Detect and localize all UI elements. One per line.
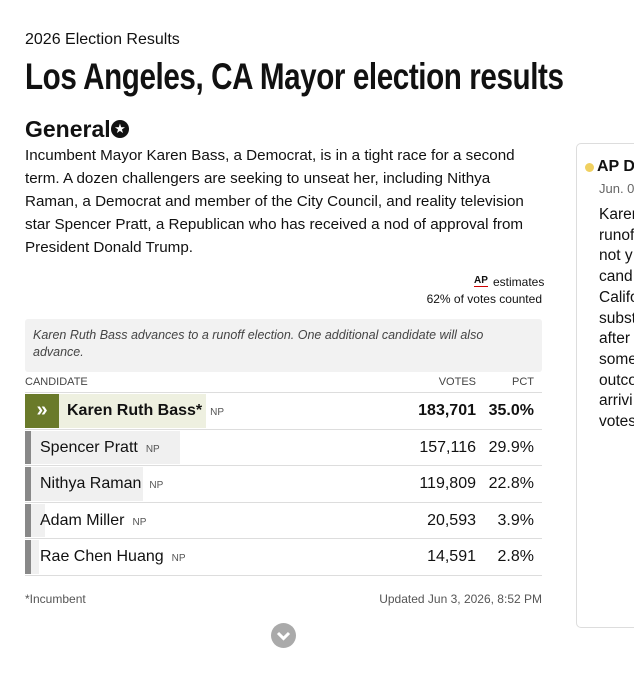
panel-line: runof xyxy=(599,226,634,244)
row-marker xyxy=(25,430,31,464)
section-title: General xyxy=(25,116,111,142)
candidate-row: Rae Chen Huang NP 14,591 2.8% xyxy=(25,539,542,576)
panel-line: some xyxy=(599,350,634,368)
percent: 22.8% xyxy=(488,475,534,492)
candidate-name: Nithya Raman NP xyxy=(40,475,163,493)
party: NP xyxy=(171,553,186,564)
party: NP xyxy=(145,443,160,455)
page-title: Los Angeles, CA Mayor election results xyxy=(25,56,564,97)
percent: 2.8% xyxy=(497,548,534,565)
votes: 14,591 xyxy=(427,548,476,565)
vote-bar xyxy=(25,467,143,501)
incumbent-note: *Incumbent xyxy=(25,592,86,606)
votes: 183,701 xyxy=(418,402,476,419)
name-text: Nithya Raman xyxy=(40,475,142,492)
name-text: Karen Ruth Bass* xyxy=(67,402,203,419)
side-panel xyxy=(576,143,634,628)
description: Incumbent Mayor Karen Bass, a Democrat, … xyxy=(25,147,524,256)
star-icon[interactable]: ★ xyxy=(111,120,129,138)
name-text: Rae Chen Huang xyxy=(40,548,164,565)
row-marker xyxy=(25,540,31,574)
candidate-name: Karen Ruth Bass* NP xyxy=(67,402,224,420)
party: NP xyxy=(149,480,164,491)
panel-line: after xyxy=(599,330,631,348)
column-header: PCT xyxy=(512,376,534,388)
panel-line: subst xyxy=(599,309,634,327)
column-header: CANDIDATE xyxy=(25,376,88,388)
panel-line: outco xyxy=(599,371,634,389)
candidate-name: Adam Miller NP xyxy=(40,512,146,530)
status-dot xyxy=(585,163,594,172)
vote-bar xyxy=(25,430,180,464)
percent: 3.9% xyxy=(497,511,534,529)
advance-icon: » xyxy=(25,394,59,428)
votes: 20,593 xyxy=(427,511,476,529)
column-header: VOTES xyxy=(438,376,476,388)
votes: 157,116 xyxy=(419,438,476,456)
panel-title: AP De xyxy=(597,158,634,175)
name-text: Adam Miller xyxy=(40,511,125,529)
panel-line: cand xyxy=(599,268,633,286)
updated-time: Updated Jun 3, 2026, 8:52 PM xyxy=(379,592,542,606)
results-table: » Karen Ruth Bass* NP 183,701 35.0% Spencer P… xyxy=(25,392,542,576)
candidate-name: Spencer Pratt NP xyxy=(40,439,160,457)
percent: 29.9% xyxy=(488,438,534,456)
runoff-note: Karen Ruth Bass advances to a runoff ele… xyxy=(25,319,542,372)
party: NP xyxy=(210,407,225,418)
ap-logo: AP xyxy=(474,275,488,287)
panel-line: Karen xyxy=(599,206,634,223)
panel-text: Karen runof not y cand Califo subst after some o… xyxy=(599,205,634,433)
votes-counted: 62% of votes counted xyxy=(426,292,542,306)
percent: 35.0% xyxy=(488,402,534,419)
candidate-name: Rae Chen Huang NP xyxy=(40,548,186,566)
panel-line: Califo xyxy=(599,288,634,306)
row-marker xyxy=(25,467,31,501)
candidate-row: » Karen Ruth Bass* NP 183,701 35.0% xyxy=(25,393,542,430)
votes: 119,809 xyxy=(419,475,476,492)
candidate-row: Nithya Raman NP 119,809 22.8% xyxy=(25,466,542,503)
panel-line: arrivi xyxy=(599,392,633,410)
row-marker xyxy=(25,503,31,537)
estimates-label[interactable]: estimates xyxy=(493,275,545,289)
kicker: 2026 Election Results xyxy=(25,31,180,48)
panel-line: not y xyxy=(599,247,633,265)
panel-date: Jun. 0 xyxy=(599,181,634,196)
name-text: Spencer Pratt xyxy=(40,438,138,456)
expand-button[interactable] xyxy=(271,623,296,648)
candidate-row: Spencer Pratt NP 157,116 29.9% xyxy=(25,430,542,466)
party: NP xyxy=(132,516,147,528)
panel-line: votes xyxy=(599,413,634,431)
candidate-row: Adam Miller NP 20,593 3.9% xyxy=(25,503,542,539)
chevron-icon xyxy=(276,631,291,641)
